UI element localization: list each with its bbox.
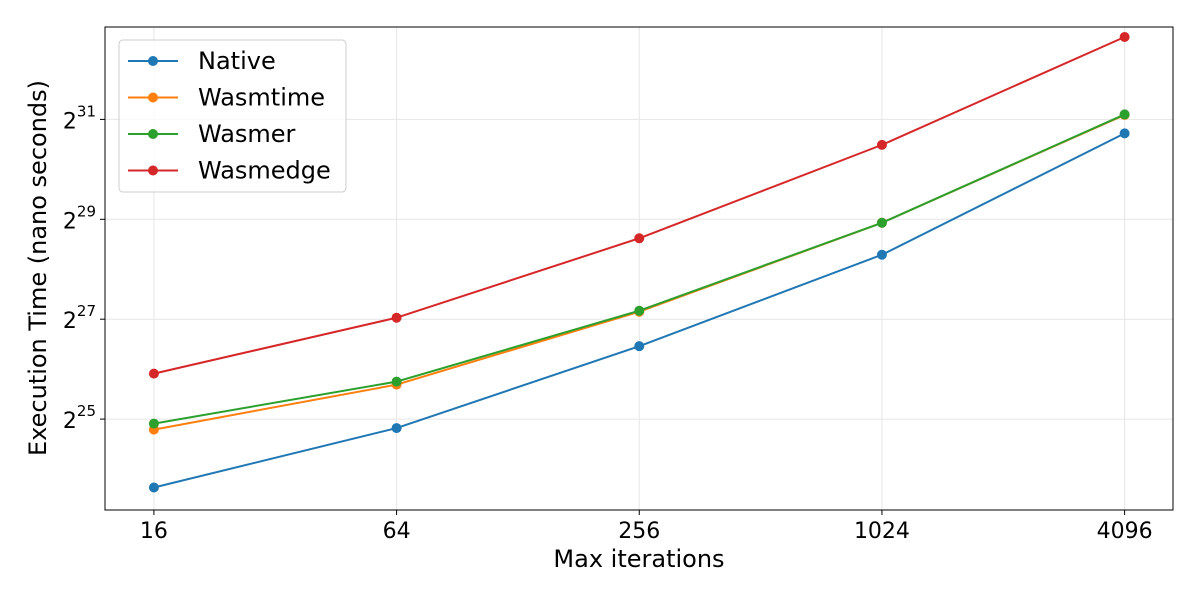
y-tick-label: 227 (63, 302, 96, 334)
legend-marker (148, 165, 158, 176)
x-tick-label: 4096 (1097, 519, 1153, 544)
series-wasmedge (148, 31, 1130, 379)
data-point (148, 418, 159, 429)
data-point (391, 376, 402, 387)
y-tick-label: 231 (63, 102, 96, 134)
legend-label: Native (198, 47, 276, 75)
legend: Native Wasmtime Wasmer Wasmedge (118, 39, 347, 193)
legend-entry-wasmer: Wasmer (128, 120, 296, 148)
legend-marker (148, 129, 158, 139)
data-point (148, 482, 159, 493)
axis-ticks: 16 64 256 1024 4096 225 227 229 231 (63, 102, 1153, 544)
legend-label: Wasmedge (198, 157, 331, 185)
x-tick-label: 1024 (854, 519, 910, 544)
data-point (634, 341, 645, 352)
legend-entry-native: Native (128, 47, 276, 75)
data-point (876, 139, 887, 150)
legend-label: Wasmtime (198, 84, 325, 112)
y-axis-label: Execution Time (nano seconds) (24, 80, 52, 456)
data-point (634, 305, 645, 316)
x-tick-label: 256 (618, 519, 660, 544)
grid (105, 27, 1173, 510)
data-point (876, 217, 887, 228)
y-tick-label: 229 (63, 202, 96, 234)
data-point (1119, 31, 1130, 42)
data-point (391, 423, 402, 434)
legend-entry-wasmtime: Wasmtime (128, 84, 325, 112)
data-point (391, 312, 402, 323)
series-native (148, 128, 1130, 493)
data-point (634, 233, 645, 244)
data-point (1119, 109, 1130, 120)
x-tick-label: 64 (383, 519, 411, 544)
legend-marker (148, 92, 158, 103)
x-tick-label: 16 (140, 519, 168, 544)
data-point (148, 368, 159, 379)
legend-entry-wasmedge: Wasmedge (128, 157, 331, 185)
data-point (876, 249, 887, 260)
legend-box (118, 39, 347, 193)
y-tick-label: 225 (63, 402, 96, 434)
series-layer (148, 31, 1130, 493)
x-axis-label: Max iterations (553, 545, 724, 573)
series-wasmer (148, 109, 1130, 429)
legend-label: Wasmer (198, 120, 296, 148)
data-point (1119, 128, 1130, 139)
legend-marker (148, 56, 158, 66)
